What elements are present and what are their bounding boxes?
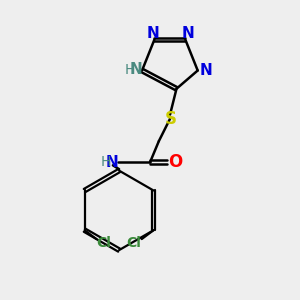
Text: Cl: Cl (97, 236, 112, 250)
Text: N: N (146, 26, 159, 41)
Text: H: H (100, 155, 111, 169)
Text: H: H (124, 63, 135, 77)
Text: Cl: Cl (127, 236, 142, 250)
Text: N: N (200, 63, 212, 78)
Text: S: S (165, 110, 177, 128)
Text: N: N (105, 154, 118, 169)
Text: O: O (168, 153, 182, 171)
Text: N: N (130, 62, 142, 77)
Text: N: N (182, 26, 195, 41)
